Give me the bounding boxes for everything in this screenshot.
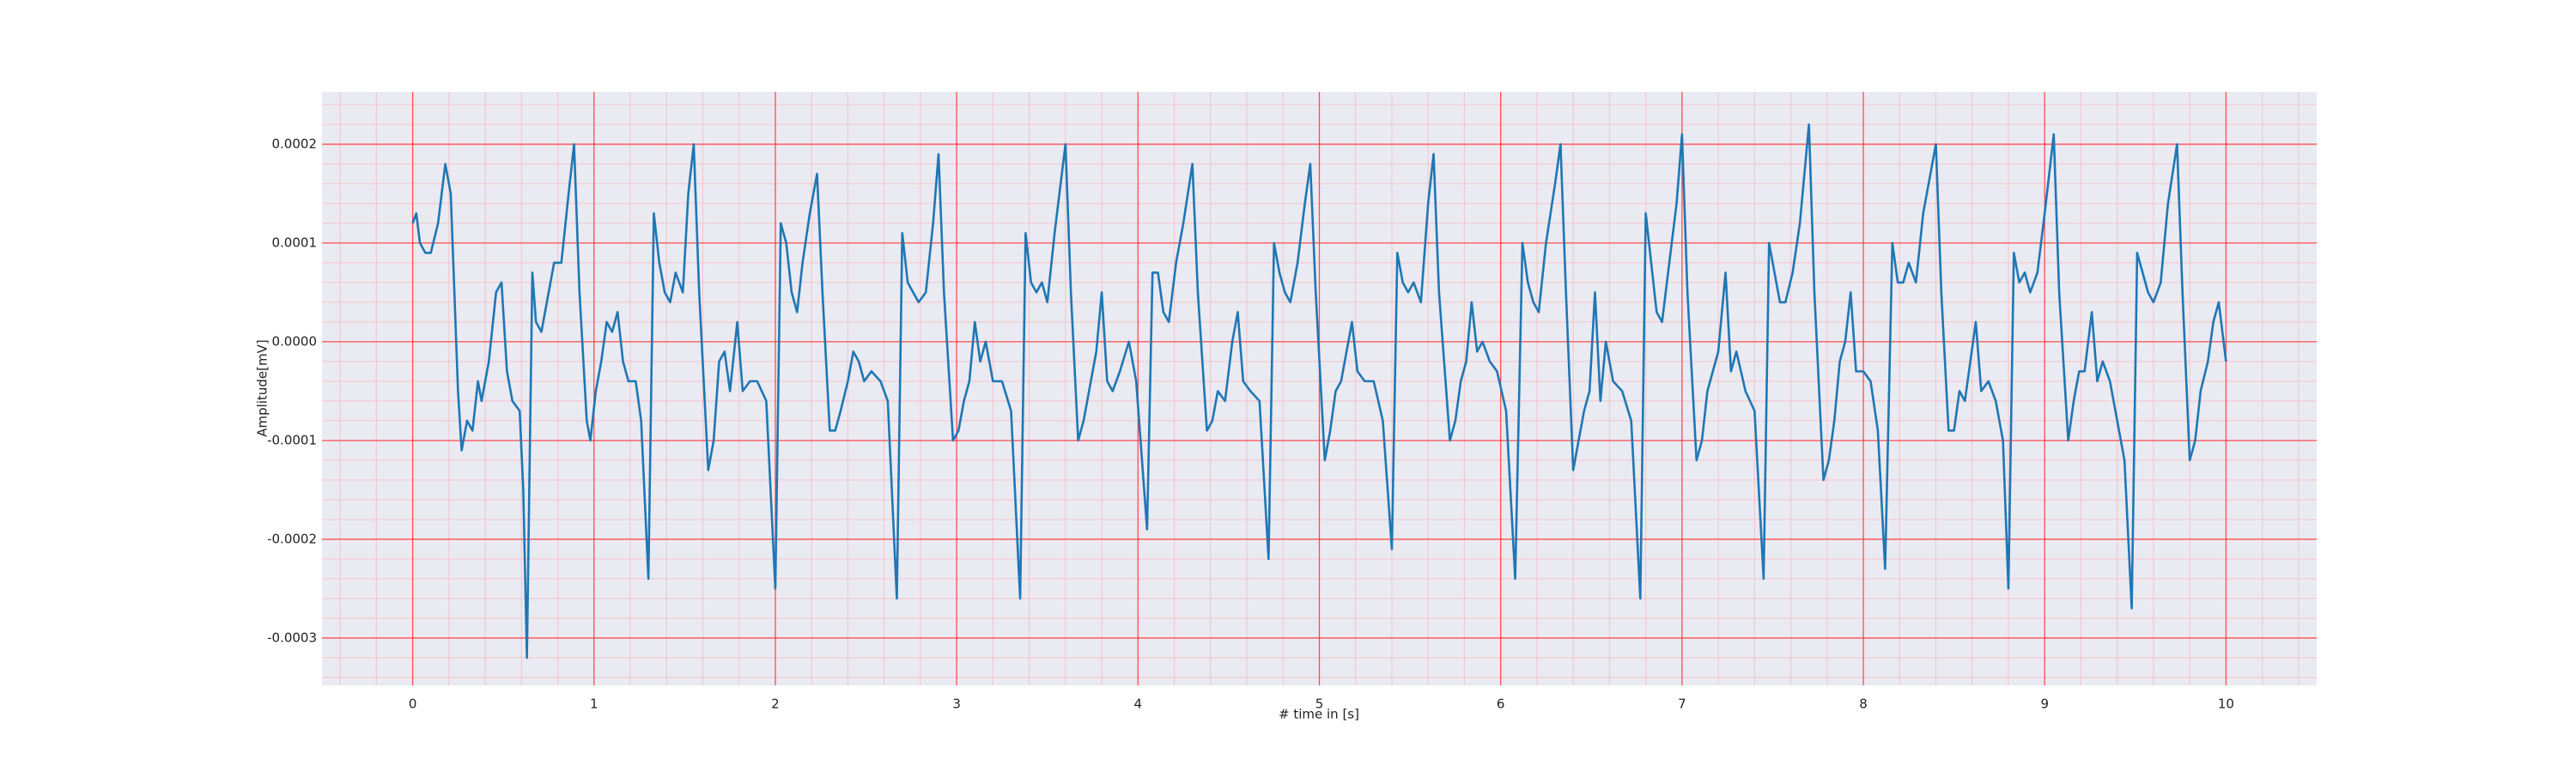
major-grid [322,92,2317,685]
x-tick-label: 7 [1678,697,1686,712]
x-tick-label: 1 [590,697,598,712]
y-axis-label: Amplitude[mV] [255,339,270,436]
y-tick-label: -0.0003 [267,630,317,645]
data-layer [411,123,2227,660]
x-tick-label: 4 [1134,697,1143,712]
x-axis-label: # time in [s] [1279,707,1359,722]
y-tick-label: 0.0001 [272,234,318,250]
tick-labels: 0 1 2 3 4 5 6 7 8 9 10 -0.0003 -0.0002 -0.0001 0.0000 0… [267,136,2234,711]
x-tick-label: 2 [771,697,780,712]
y-tick-label: 0.0002 [272,136,318,151]
x-tick-label: 9 [2040,697,2049,712]
y-tick-label: -0.0002 [267,531,317,546]
x-tick-label: 10 [2218,697,2234,712]
x-tick-label: 6 [1497,697,1505,712]
x-tick-label: 3 [952,697,961,712]
x-tick-label: 8 [1859,697,1868,712]
x-tick-label: 5 [1315,697,1324,712]
y-tick-label: -0.0001 [267,432,317,447]
y-tick-label: 0.0000 [272,333,318,349]
x-tick-label: 0 [409,697,417,712]
signal-line [411,123,2227,660]
